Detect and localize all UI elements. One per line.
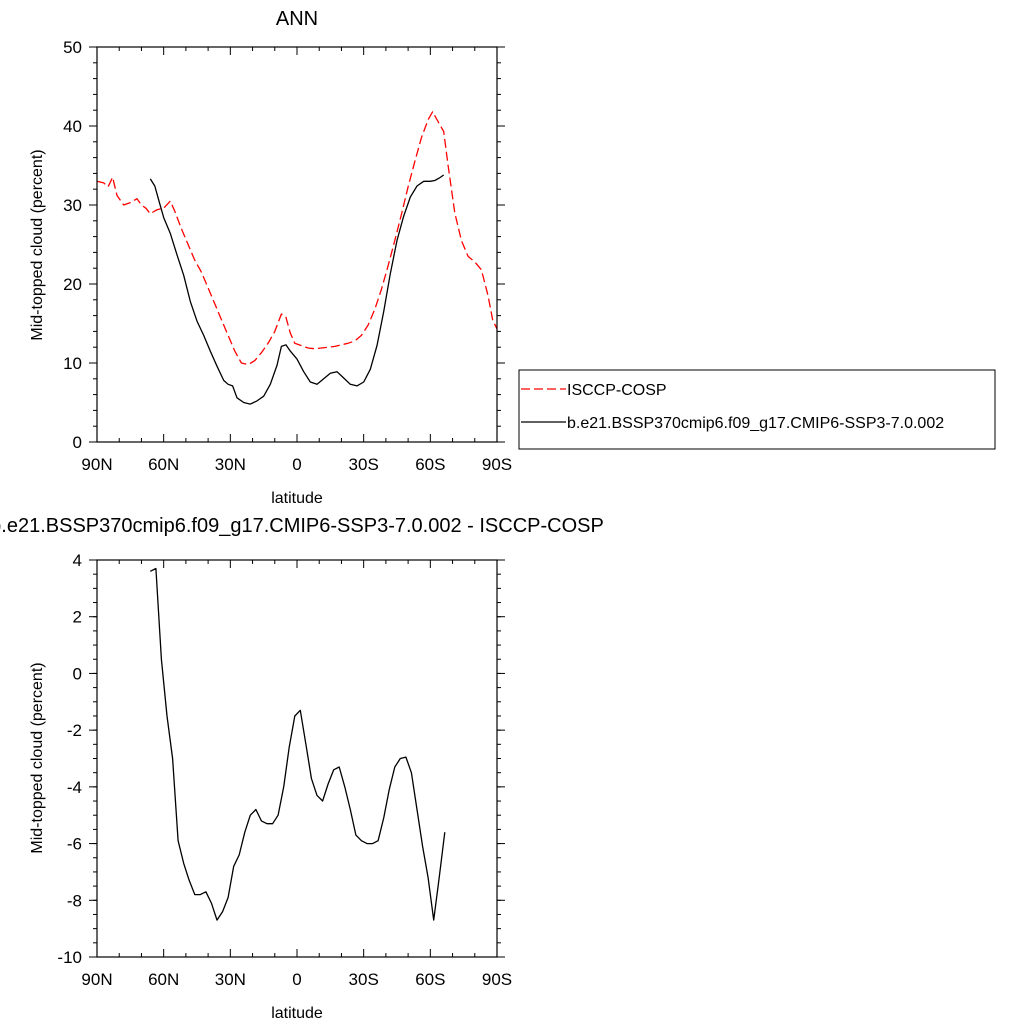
top-x-tick-label: 60N: [148, 455, 179, 474]
bottom-x-tick-label: 60N: [148, 970, 179, 989]
bottom-y-axis-label: Mid-topped cloud (percent): [29, 662, 46, 853]
legend: ISCCP-COSP b.e21.BSSP370cmip6.f09_g17.CM…: [518, 369, 996, 450]
top-x-axis-label: latitude: [271, 490, 323, 507]
top-x-tick-label: 30N: [215, 455, 246, 474]
bottom-x-tick-label: 60S: [415, 970, 445, 989]
top-series-line-isccp-cosp: [96, 111, 498, 366]
top-chart-title: ANN: [276, 8, 318, 30]
bottom-series-layer: [150, 567, 446, 921]
top-y-tick-label: 40: [63, 117, 82, 136]
bottom-x-tick-label: 0: [292, 970, 301, 989]
bottom-y-tick-label: -2: [67, 721, 82, 740]
difference-panel: b.e21.BSSP370cmip6.f09_g17.CMIP6-SSP3-7.…: [0, 515, 604, 1022]
mean-cloud-panel: ANN 90N 60N 30N 0 30S 60S 90S 0 10 20 30 40 50 latit…: [29, 8, 512, 507]
top-x-tick-label: 90N: [81, 455, 112, 474]
top-series-layer: [96, 111, 498, 405]
bottom-x-axis-label: latitude: [271, 1005, 323, 1022]
bottom-y-tick-label: 4: [73, 551, 82, 570]
legend-label-isccp: ISCCP-COSP: [567, 382, 667, 399]
bottom-y-tick-label: -6: [67, 835, 82, 854]
top-y-tick-label: 0: [73, 433, 82, 452]
top-series-line-b-e21-bssp370cmip6-f09-g: [149, 174, 445, 405]
top-x-tick-label: 0: [292, 455, 301, 474]
top-x-tick-label: 60S: [415, 455, 445, 474]
bottom-series-line-0: [150, 567, 446, 921]
top-y-tick-label: 10: [63, 354, 82, 373]
top-axis-ticks: 90N 60N 30N 0 30S 60S 90S 0 10 20 30 40 50: [63, 38, 512, 474]
bottom-x-tick-label: 30S: [349, 970, 379, 989]
bottom-y-tick-label: -10: [57, 948, 82, 967]
bottom-y-tick-label: -8: [67, 891, 82, 910]
bottom-y-tick-label: -4: [67, 778, 82, 797]
top-x-tick-label: 30S: [349, 455, 379, 474]
top-y-tick-label: 20: [63, 275, 82, 294]
bottom-x-tick-label: 30N: [215, 970, 246, 989]
bottom-y-tick-label: 0: [73, 664, 82, 683]
top-x-tick-label: 90S: [482, 455, 512, 474]
bottom-chart-title: b.e21.BSSP370cmip6.f09_g17.CMIP6-SSP3-7.…: [0, 515, 604, 537]
top-y-tick-label: 30: [63, 196, 82, 215]
top-plot-frame: [96, 46, 498, 443]
bottom-y-tick-label: 2: [73, 608, 82, 627]
top-y-tick-label: 50: [63, 38, 82, 57]
bottom-x-tick-label: 90S: [482, 970, 512, 989]
legend-label-model: b.e21.BSSP370cmip6.f09_g17.CMIP6-SSP3-7.…: [567, 415, 944, 432]
legend-box: [518, 369, 996, 450]
top-y-axis-label: Mid-topped cloud (percent): [29, 149, 46, 340]
bottom-x-tick-label: 90N: [81, 970, 112, 989]
bottom-axis-ticks: 90N 60N 30N 0 30S 60S 90S -10 -8 -6 -4 -2 0 2 4: [57, 551, 512, 989]
